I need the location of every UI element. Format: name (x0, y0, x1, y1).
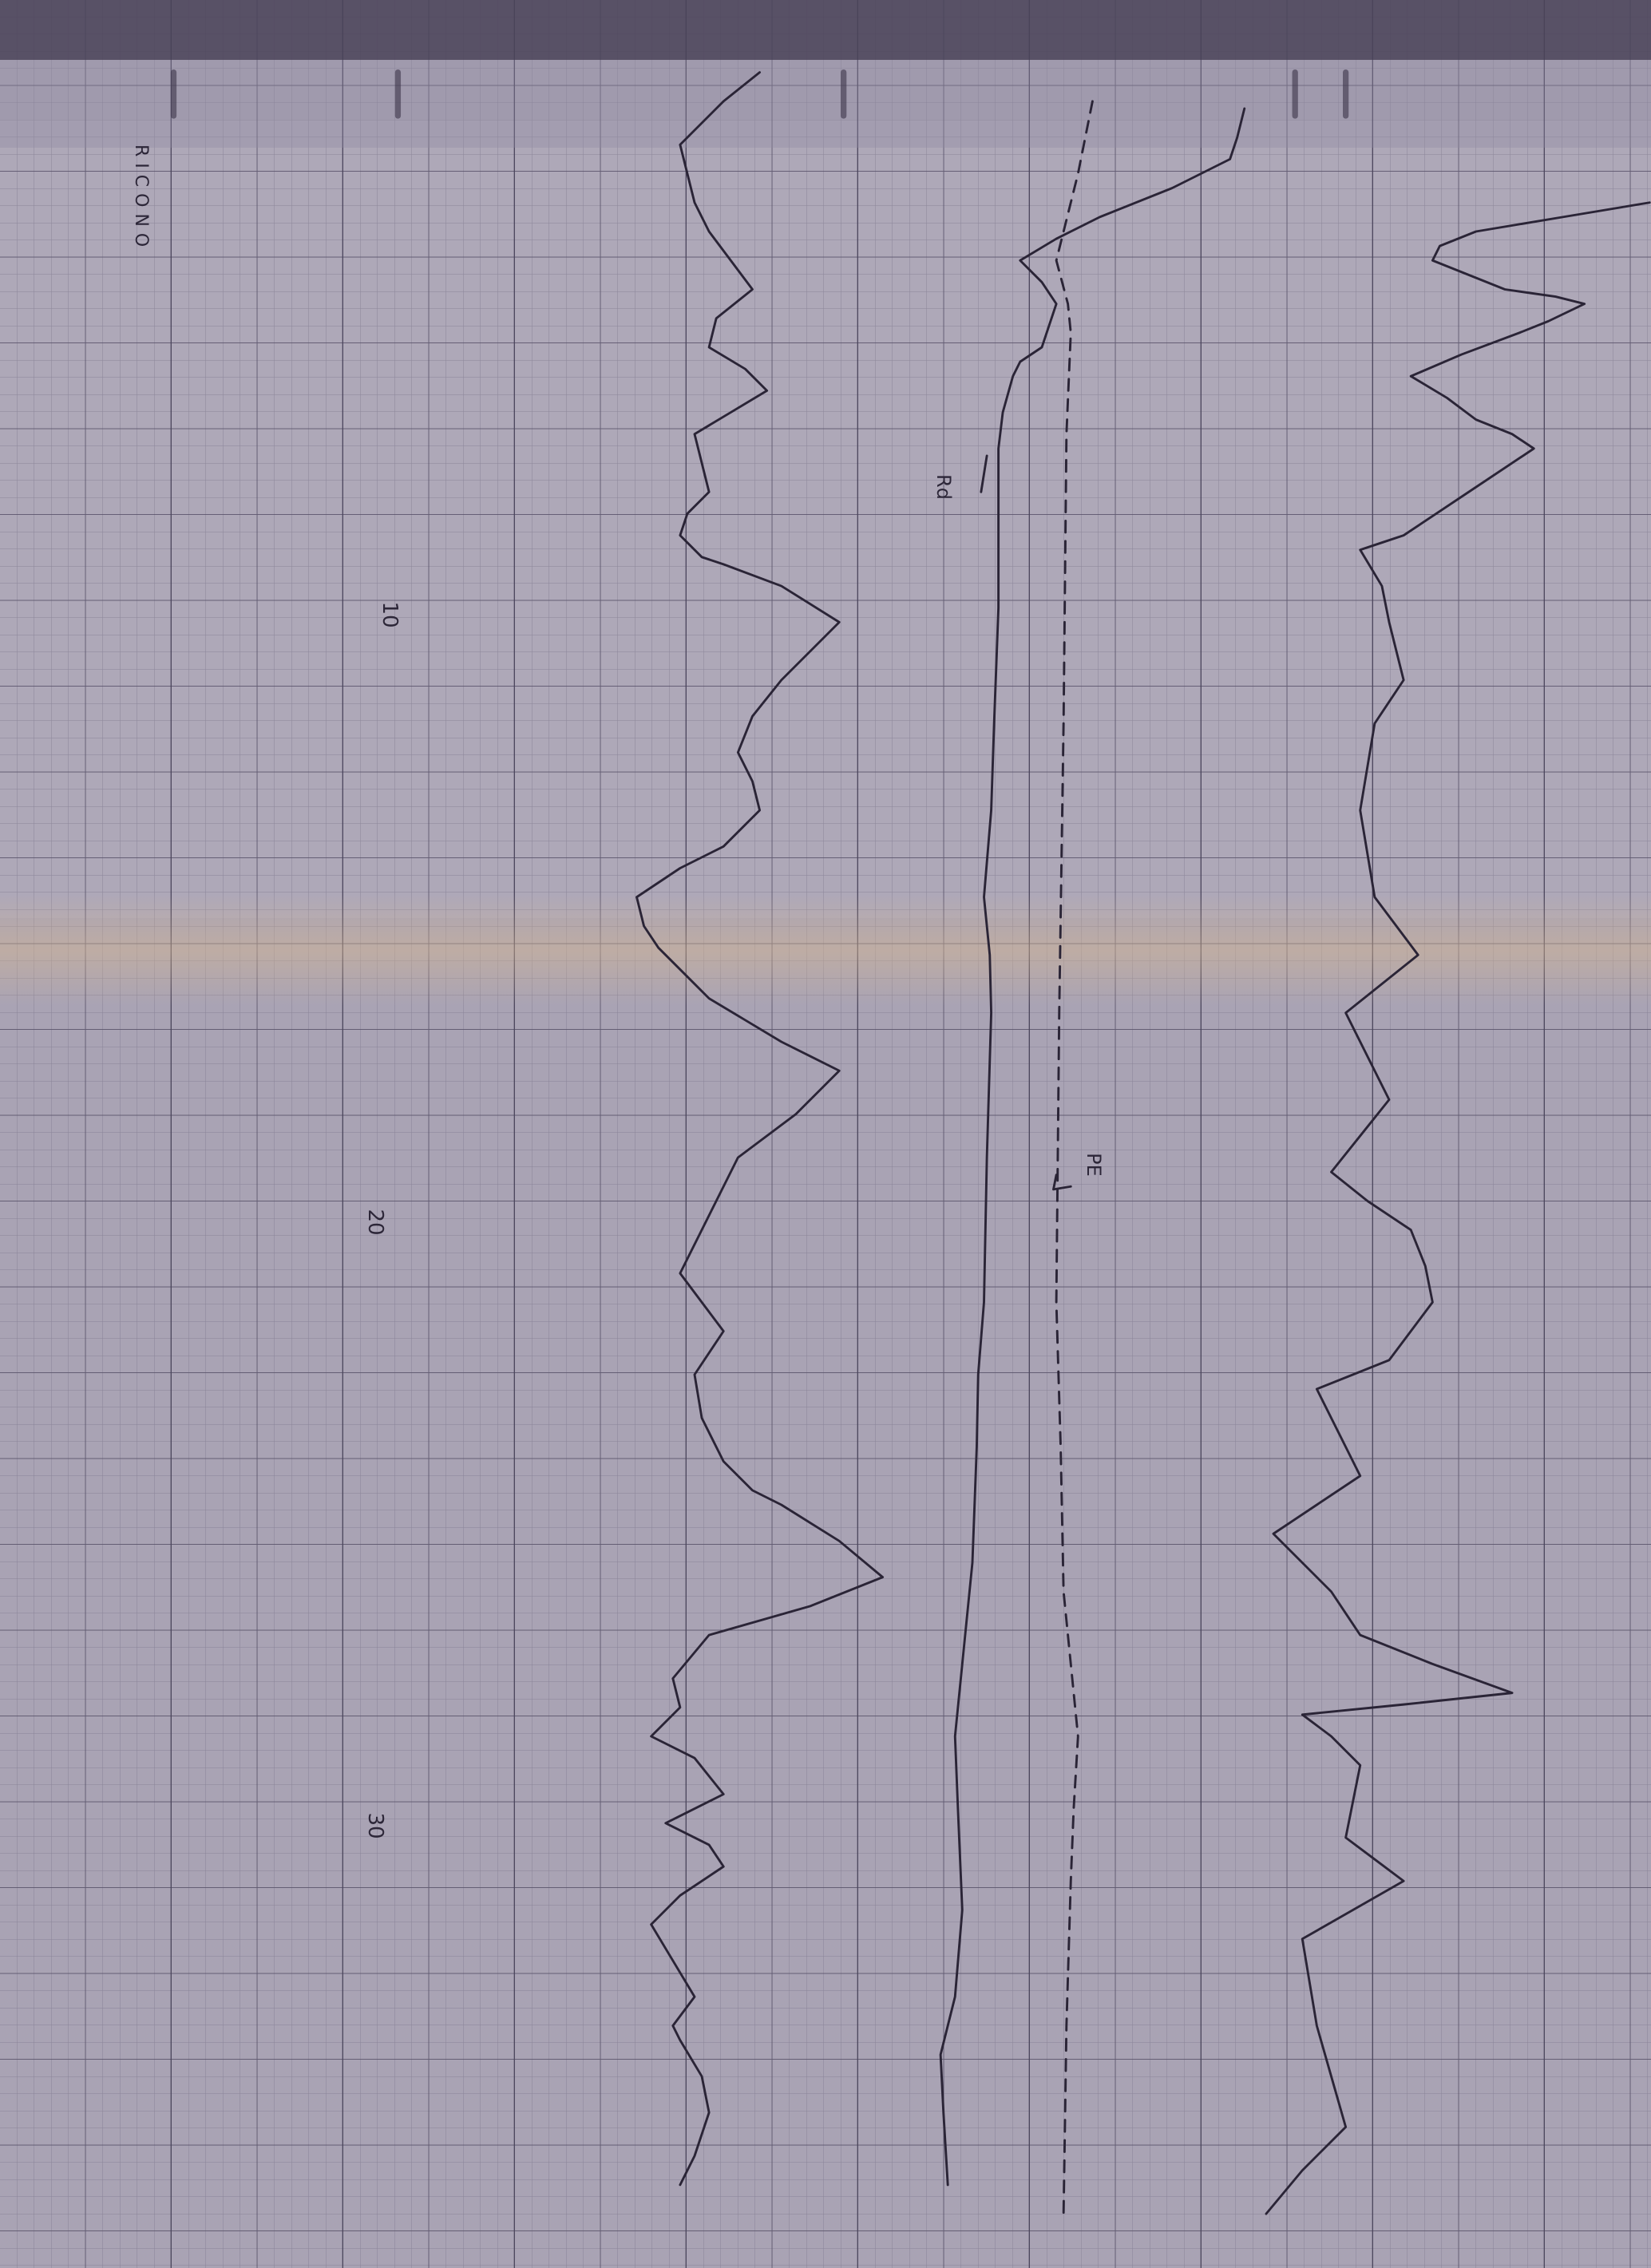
tick-rd (980, 454, 988, 493)
header-label: RICONO (131, 144, 151, 253)
stain-band (0, 894, 1651, 1006)
curve-dashed (1055, 100, 1094, 2215)
curve-annotation: PE (1083, 1153, 1105, 1177)
depth-label: 30 (363, 1812, 387, 1839)
depth-label: 10 (378, 601, 402, 627)
tick-pe (1052, 1174, 1072, 1191)
curve-right (1265, 201, 1651, 2215)
curve-left (635, 71, 885, 2187)
depth-label: 20 (363, 1209, 387, 1235)
curve-annotation: Rd (932, 474, 955, 500)
top-edge (0, 0, 1651, 60)
top-ruler-marks (170, 69, 1349, 119)
curve-middle (939, 107, 1246, 2187)
top-shadow (0, 60, 1651, 148)
curves (170, 69, 1651, 2215)
